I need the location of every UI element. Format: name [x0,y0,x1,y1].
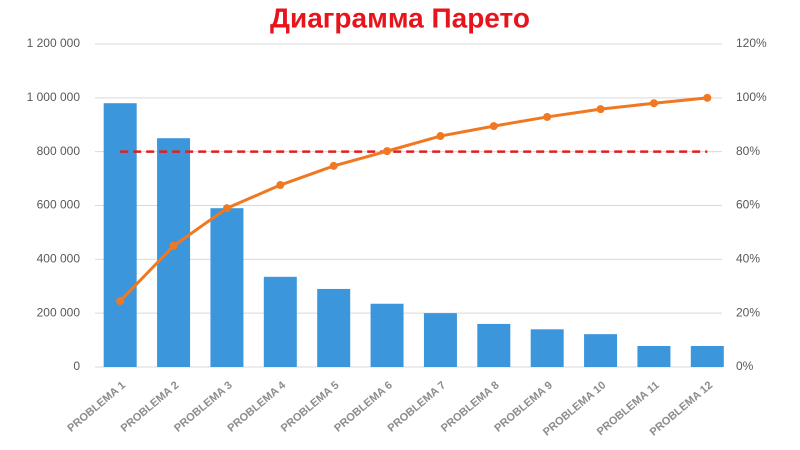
cumulative-point [703,93,712,102]
cumulative-point [276,181,285,190]
chart-title: Диаграмма Парето [270,2,530,33]
y2-tick-label: 60% [736,198,760,212]
cumulative-point [489,122,498,131]
y2-tick-label: 20% [736,305,760,319]
bar [157,138,191,367]
bar [637,346,671,367]
cumulative-point [329,161,338,170]
cumulative-point [543,112,552,121]
y-tick-label: 200 000 [37,305,81,319]
cumulative-line [119,96,708,303]
y-tick-label: 400 000 [37,252,81,266]
bar [530,329,564,367]
cumulative-point [596,105,605,114]
bar [477,323,511,367]
cumulative-point [436,132,445,141]
y2-tick-label: 80% [736,144,760,158]
bar [584,334,618,367]
y2-tick-label: 40% [736,252,760,266]
cumulative-point [169,241,178,250]
y-tick-label: 800 000 [37,144,81,158]
bar [423,313,457,367]
y-tick-label: 600 000 [37,198,81,212]
y-tick-label: 0 [73,359,80,373]
y-tick-label: 1 000 000 [27,90,81,104]
y2-tick-label: 120% [736,36,767,50]
bar [263,276,297,367]
y2-tick-label: 0% [736,359,754,373]
y-tick-label: 1 200 000 [27,36,81,50]
bar [210,208,244,367]
cumulative-point [116,297,125,306]
y2-tick-label: 100% [736,90,767,104]
bar [103,103,137,367]
bar [317,288,351,367]
cumulative-point [222,204,231,213]
cumulative-point [649,99,658,108]
cumulative-point [383,147,392,156]
bar [690,346,724,367]
bar [370,303,404,367]
